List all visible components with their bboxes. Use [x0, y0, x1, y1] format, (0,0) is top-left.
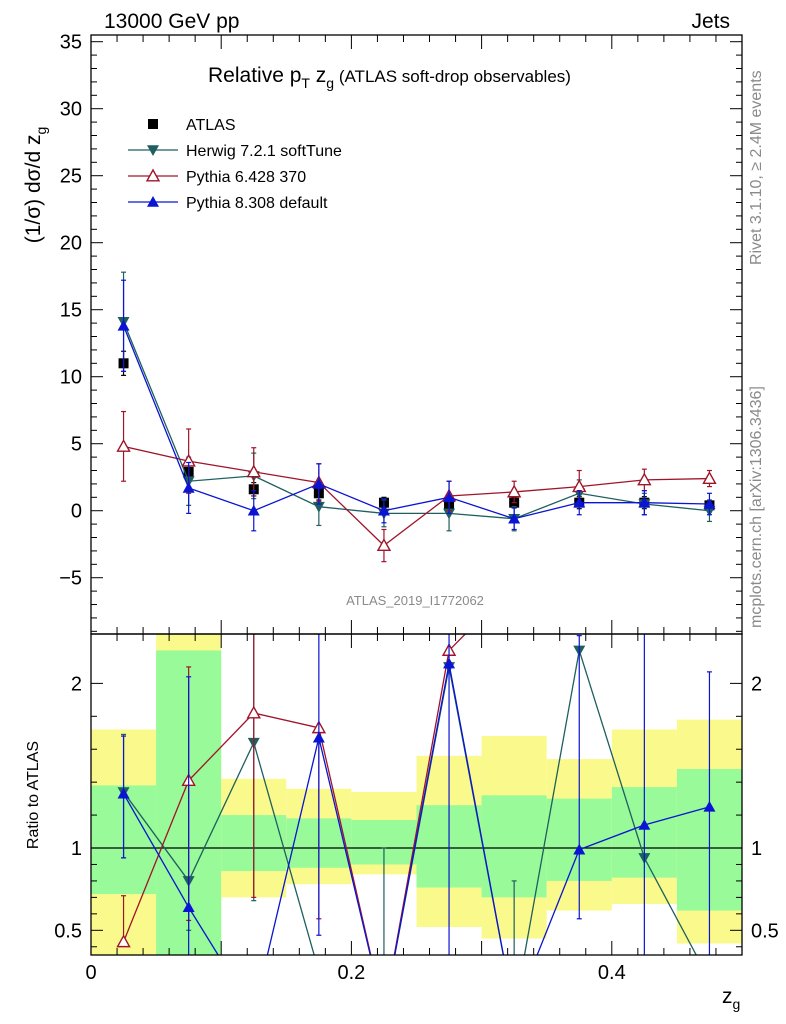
- ratio-point-pythia6: [116, 934, 131, 948]
- rivet-label: Rivet 3.1.10, ≥ 2.4M events: [748, 70, 765, 265]
- ratio-y-axis-label: Ratio to ATLAS: [25, 741, 42, 849]
- ratio-point-pythia6: [246, 705, 261, 719]
- ratio-point-pythia8: [312, 731, 325, 743]
- legend-label-atlas: ATLAS: [186, 117, 236, 134]
- point-pythia6: [376, 538, 392, 552]
- series-atlas: [118, 350, 715, 511]
- point-pythia8: [443, 491, 456, 503]
- x-axis-label: zg: [722, 985, 740, 1012]
- ratio-y-tick-label-right: 1: [751, 838, 762, 860]
- ratio-point-pythia8: [703, 800, 716, 812]
- point-pythia8: [508, 512, 521, 524]
- legend-label-pythia8: Pythia 8.308 default: [186, 195, 328, 212]
- point-herwig: [312, 501, 325, 513]
- ratio-y-tick-label-right: 2: [751, 673, 762, 695]
- point-pythia8: [117, 319, 130, 331]
- main-y-tick-label: 25: [60, 166, 82, 188]
- series-herwig: [117, 271, 716, 532]
- series-line-pythia8: [122, 325, 710, 520]
- legend-marker-pythia6: [145, 168, 161, 182]
- main-y-tick-label: 0: [71, 501, 82, 523]
- point-pythia8: [247, 504, 260, 516]
- main-y-tick-label: −5: [59, 568, 82, 590]
- ratio-y-tick-label: 0.5: [54, 920, 82, 942]
- mcplots-label: mcplots.cern.ch [arXiv:1306.3436]: [748, 386, 765, 628]
- legend: ATLAS Herwig 7.2.1 softTune Pythia 6.428…: [128, 117, 342, 212]
- point-pythia6: [506, 484, 522, 498]
- legend-marker-atlas: [148, 119, 158, 129]
- legend-marker-pythia8: [147, 196, 159, 207]
- ratio-point-pythia8: [443, 657, 456, 669]
- point-pythia8: [703, 498, 716, 509]
- series-line-pythia6: [123, 445, 710, 547]
- main-y-tick-label: 10: [60, 367, 82, 389]
- main-y-tick-label: 30: [60, 99, 82, 121]
- series-line-herwig: [122, 321, 710, 520]
- main-series: [116, 271, 717, 563]
- ratio-point-pythia8: [182, 901, 195, 913]
- point-pythia8: [573, 496, 586, 508]
- ratio-point-pythia8: [638, 818, 651, 830]
- ratio-line-pythia8: [122, 663, 710, 955]
- ratio-frame: [90, 633, 743, 956]
- plot-layer: −5 0 5 10 15 20 25 30 35 0 0.2 0.4 0.5 0.5 1 1 2 2: [54, 32, 779, 984]
- legend-marker-herwig: [147, 145, 159, 156]
- legend-label-pythia6: Pythia 6.428 370: [186, 169, 306, 186]
- series-pythia6: [116, 410, 717, 563]
- point-pythia8: [182, 481, 195, 493]
- point-pythia6: [637, 472, 652, 486]
- ratio-y-tick-label-right: 0.5: [751, 920, 779, 942]
- x-tick-label: 0: [85, 962, 96, 984]
- ratio-series-pythia8: [117, 634, 716, 955]
- main-y-axis-label: (1/σ) dσ/d zg: [22, 127, 49, 244]
- point-pythia6: [246, 464, 261, 478]
- ratio-line-pythia6: [122, 634, 467, 955]
- ratio-point-pythia8: [117, 787, 130, 799]
- point-pythia8: [312, 477, 325, 489]
- point-pythia6: [116, 438, 131, 452]
- ratio-point-pythia8: [573, 843, 586, 855]
- point-pythia8: [377, 504, 390, 516]
- main-y-tick-label: 35: [60, 32, 82, 54]
- analysis-label: ATLAS_2019_I1772062: [346, 593, 484, 608]
- point-pythia6: [702, 471, 717, 485]
- series-pythia8: [117, 279, 716, 532]
- header-left: 13000 GeV pp: [104, 10, 239, 33]
- x-tick-label: 0.4: [598, 962, 626, 984]
- plot-title: Relative pT zg (ATLAS soft-drop observab…: [208, 64, 571, 91]
- main-y-tick-label: 15: [60, 300, 82, 322]
- ratio-y-tick-label: 2: [71, 673, 82, 695]
- point-pythia8: [638, 496, 651, 508]
- x-tick-label: 0.2: [337, 962, 365, 984]
- main-y-tick-label: 5: [71, 434, 82, 456]
- ratio-series: [116, 634, 716, 955]
- header-right: Jets: [691, 10, 730, 33]
- legend-label-herwig: Herwig 7.2.1 softTune: [186, 143, 342, 160]
- main-y-tick-label: 20: [60, 233, 82, 255]
- ratio-y-tick-label: 1: [71, 838, 82, 860]
